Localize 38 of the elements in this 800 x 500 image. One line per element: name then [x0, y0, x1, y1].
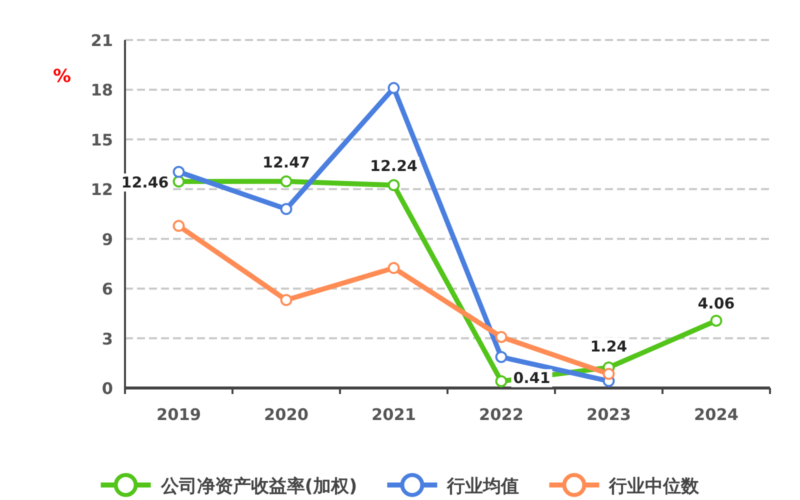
point: [710, 314, 722, 327]
point: [172, 176, 185, 188]
point: [280, 294, 292, 306]
x-tick-label: 2023: [586, 405, 632, 424]
point: [495, 330, 508, 343]
point: [280, 203, 292, 216]
y-tick-label: 3: [102, 329, 113, 348]
data-label: 12.47: [262, 153, 310, 172]
data-label: 12.24: [370, 157, 418, 176]
data-label: 4.06: [698, 294, 735, 313]
y-tick-label: 9: [102, 230, 113, 249]
point: [495, 351, 508, 364]
x-tick-label: 2019: [156, 405, 202, 424]
y-tick-label: 18: [90, 80, 113, 100]
point: [172, 220, 185, 232]
y-tick-label: 6: [102, 280, 113, 299]
legend-label: 行业均值: [446, 476, 520, 497]
data-label: 12.46: [121, 174, 169, 192]
data-label: 1.24: [590, 337, 628, 356]
point: [388, 262, 400, 274]
point: [495, 375, 508, 388]
point: [280, 175, 292, 188]
y-tick-label: 0: [102, 379, 113, 398]
point: [388, 82, 400, 94]
x-tick-label: 2024: [694, 405, 739, 424]
point: [602, 368, 615, 380]
legend-label: 公司净资产收益率(加权): [160, 476, 358, 497]
y-axis-title: %: [52, 66, 72, 87]
data-label: 0.41: [513, 369, 550, 388]
point: [172, 166, 185, 178]
y-tick-label: 21: [90, 31, 113, 50]
x-tick-label: 2021: [371, 405, 416, 424]
legend-label: 行业中位数: [608, 476, 700, 497]
point: [388, 179, 400, 192]
x-tick-label: 2022: [478, 405, 524, 424]
y-tick-label: 12: [90, 180, 113, 200]
x-tick-label: 2020: [264, 405, 309, 424]
y-tick-label: 15: [90, 130, 113, 150]
